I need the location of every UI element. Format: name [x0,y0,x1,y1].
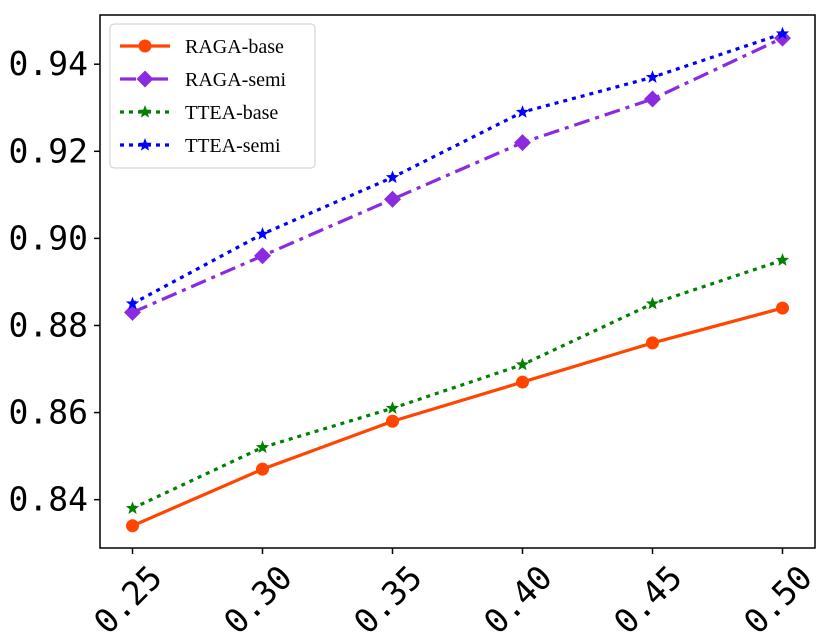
series-line-raga-semi [131,36,784,314]
x-tick-label: 0.35 [346,558,430,642]
data-point-ttea-semi [125,296,140,310]
data-point-raga-base [646,336,659,350]
data-point-raga-semi [774,29,791,47]
y-tick-label: 0.88 [9,305,88,344]
series-line-ttea-semi [131,32,784,306]
series-line-ttea-base [131,258,784,510]
series-line-raga-base [131,306,783,528]
data-point-ttea-semi [515,105,530,118]
legend-marker-ttea-semi [138,138,152,151]
plot-frame [99,14,816,549]
x-tick-label: 0.40 [476,558,560,642]
legend-marker-ttea-base [138,105,152,118]
data-point-raga-semi [384,190,401,208]
legend-label-ttea-semi: TTEA-semi [185,135,281,157]
data-point-raga-semi [514,134,531,152]
data-point-ttea-base [255,440,270,454]
data-point-ttea-base [515,357,530,371]
legend-label-ttea-base: TTEA-base [185,102,278,124]
data-point-raga-semi [644,90,661,108]
data-point-ttea-base [775,253,790,266]
data-point-raga-base [516,375,529,389]
y-tick-label: 0.92 [9,131,88,170]
data-point-ttea-base [385,401,400,414]
legend-label-raga-semi: RAGA-semi [185,69,287,91]
y-tick-label: 0.84 [9,480,88,519]
y-tick-label: 0.94 [9,44,88,83]
data-point-raga-base [776,301,789,315]
plot-area [124,26,791,533]
x-tick-label: 0.30 [216,558,300,642]
x-tick-label: 0.50 [736,558,820,642]
data-point-ttea-base [645,296,660,310]
legend-marker-raga-base [138,39,152,53]
legend-label-raga-base: RAGA-base [185,36,284,58]
legend: RAGA-base RAGA-semi TTEA-base TTEA-semi [109,23,316,169]
data-point-ttea-semi [645,70,660,83]
data-point-ttea-semi [775,26,790,40]
data-point-raga-base [256,462,269,476]
legend-box [109,23,316,169]
data-point-raga-semi [254,247,271,265]
x-tick-label: 0.25 [86,558,170,642]
data-point-raga-semi [124,303,141,321]
y-tick-label: 0.86 [9,393,88,432]
y-tick-label: 0.90 [9,218,88,257]
data-point-raga-base [386,414,399,428]
legend-marker-raga-semi [136,70,154,88]
data-point-ttea-base [125,501,140,515]
data-point-ttea-semi [255,227,270,240]
data-point-raga-base [126,519,139,533]
x-tick-label: 0.45 [606,558,690,642]
data-point-ttea-semi [385,170,400,184]
